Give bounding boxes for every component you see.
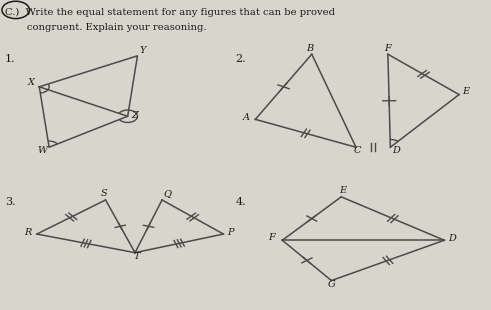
Text: T: T bbox=[133, 252, 139, 261]
Text: S: S bbox=[101, 189, 107, 198]
Text: E: E bbox=[339, 186, 346, 195]
Text: 3.: 3. bbox=[5, 197, 16, 206]
Text: Z: Z bbox=[132, 111, 138, 120]
Text: R: R bbox=[24, 228, 31, 237]
Text: E: E bbox=[463, 87, 470, 96]
Text: D: D bbox=[448, 234, 456, 243]
Text: 4.: 4. bbox=[236, 197, 246, 206]
Text: 2.: 2. bbox=[236, 54, 246, 64]
Text: G: G bbox=[327, 280, 335, 289]
Text: P: P bbox=[227, 228, 234, 237]
Text: C: C bbox=[354, 146, 361, 155]
Text: C.)  Write the equal statement for any figures that can be proved: C.) Write the equal statement for any fi… bbox=[5, 8, 335, 17]
Text: D: D bbox=[392, 146, 400, 155]
Text: Y: Y bbox=[140, 46, 146, 55]
Text: W: W bbox=[37, 146, 47, 155]
Text: X: X bbox=[27, 78, 34, 87]
Text: Q: Q bbox=[164, 189, 171, 198]
Text: congruent. Explain your reasoning.: congruent. Explain your reasoning. bbox=[5, 23, 206, 32]
Text: F: F bbox=[269, 233, 275, 242]
Text: B: B bbox=[306, 44, 313, 53]
Text: A: A bbox=[243, 113, 249, 122]
Text: F: F bbox=[384, 44, 391, 53]
Text: 1.: 1. bbox=[5, 54, 16, 64]
